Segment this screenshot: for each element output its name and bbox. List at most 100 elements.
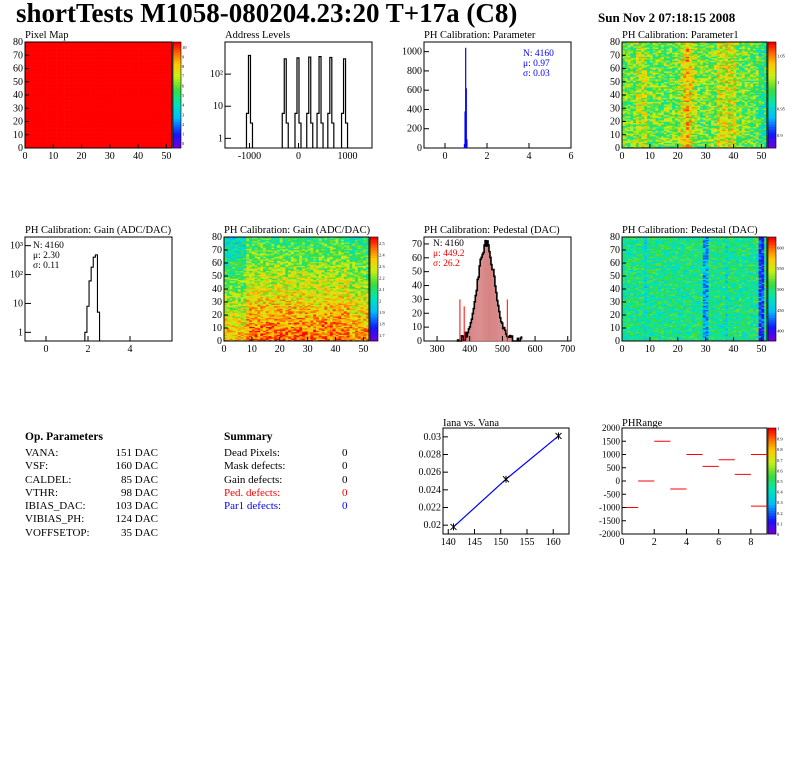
palette-cell <box>768 481 776 484</box>
palette-cell <box>768 317 776 321</box>
tick-label: 4 <box>527 151 532 162</box>
palette-label: 0.7 <box>777 458 783 463</box>
palette-cell <box>768 320 776 324</box>
palette-label: 1 <box>777 426 779 431</box>
palette-cell <box>173 68 181 72</box>
palette-cell <box>768 97 776 101</box>
histogram-bin <box>465 47 467 149</box>
tick-label: 30 <box>105 151 115 162</box>
tick-label: 30 <box>303 344 313 355</box>
tick-label: 80 <box>212 232 222 243</box>
palette-cell <box>370 239 378 243</box>
palette-cell <box>768 81 776 85</box>
palette-cell <box>768 494 776 498</box>
op-parameter-name: VANA: <box>25 447 59 459</box>
stats-line: σ: 26.2 <box>433 259 460 269</box>
palette-label: 7 <box>182 74 185 79</box>
palette-cell <box>768 338 776 342</box>
histogram-line <box>456 239 523 342</box>
palette-cell <box>768 520 776 524</box>
op-parameters-heading: Op. Parameters <box>25 431 103 443</box>
chart-title: PH Calibration: Pedestal (DAC) <box>424 225 560 236</box>
tick-label: -1500 <box>599 516 620 526</box>
palette-frame <box>767 427 777 535</box>
palette-cell <box>768 302 776 305</box>
palette-cell <box>768 110 776 114</box>
palette-cell <box>173 121 181 125</box>
palette-cell <box>173 71 181 75</box>
palette-cell <box>370 317 378 321</box>
chart-title: PHRange <box>622 418 663 429</box>
tick-label: 10 <box>610 323 620 334</box>
palette-cell <box>768 255 776 259</box>
palette-cell <box>768 473 776 476</box>
tick-label: -1000 <box>599 503 620 513</box>
tick-label: 10 <box>212 323 222 334</box>
tick-label: 10 <box>13 130 23 141</box>
palette-cell <box>173 126 181 130</box>
tick-label: 60 <box>412 253 422 264</box>
tick-label: 10 <box>645 151 655 162</box>
palette-cell <box>370 299 378 303</box>
palette-label: 0.5 <box>777 479 783 484</box>
palette-cell <box>370 247 378 251</box>
palette-cell <box>768 84 776 88</box>
palette-cell <box>173 102 181 106</box>
palette-label: 1.05 <box>777 53 786 58</box>
tick-label: 0 <box>296 151 301 162</box>
summary-value: 0 <box>342 447 348 459</box>
palette-cell <box>370 335 378 339</box>
tick-label: 10 <box>645 344 655 355</box>
op-parameter-row: CALDEL: 85 DAC <box>25 474 205 487</box>
op-parameter-name: VSF: <box>25 460 49 473</box>
palette-cell <box>768 478 776 482</box>
stats-line: N: 4160 <box>523 49 554 59</box>
tick-label: 20 <box>212 310 222 321</box>
op-parameter-row: VOFFSETOP: 35 DAC <box>25 527 205 540</box>
palette-cell <box>768 309 776 313</box>
palette-cell <box>768 467 776 471</box>
palette-cell <box>370 255 378 259</box>
tick-label: 30 <box>412 294 422 305</box>
palette-cell <box>768 134 776 138</box>
palette-label: 2.2 <box>379 275 385 280</box>
palette-cell <box>768 491 776 495</box>
op-parameter-value: 103 DAC <box>115 500 158 513</box>
palette-cell <box>768 42 776 45</box>
op-parameters-table: Op. Parameters VANA: 151 DAC VSF: 160 DAC CA… <box>25 431 205 540</box>
palette-label: 0.9 <box>777 437 783 442</box>
histogram-bin <box>466 139 468 148</box>
palette-cell <box>370 260 378 264</box>
op-parameter-value: 151 DAC <box>115 447 158 459</box>
palette-cell <box>768 289 776 292</box>
tick-label: 20 <box>13 117 23 128</box>
palette-cell <box>768 239 776 243</box>
summary-name: Gain defects: <box>224 473 283 486</box>
palette-cell <box>173 97 181 101</box>
palette-cell <box>370 302 378 305</box>
tick-label: 0 <box>23 151 28 162</box>
palette-cell <box>768 57 776 61</box>
palette-cell <box>768 126 776 130</box>
palette-cell <box>768 515 776 519</box>
tick-label: 700 <box>560 344 575 355</box>
palette-cell <box>768 433 776 437</box>
palette-label: 2.5 <box>379 241 385 246</box>
palette-cell <box>768 307 776 311</box>
tick-label: 1000 <box>602 450 621 460</box>
palette-cell <box>768 71 776 75</box>
tick-label: 50 <box>610 271 620 282</box>
palette-cell <box>768 510 776 514</box>
palette-cell <box>768 47 776 51</box>
chart-title: Iana vs. Vana <box>443 418 499 429</box>
palette-cell <box>768 92 776 96</box>
palette-cell <box>768 257 776 261</box>
tick-label: 50 <box>13 77 23 88</box>
palette-cell <box>768 462 776 466</box>
palette-cell <box>173 47 181 51</box>
tick-label: 10² <box>10 270 23 281</box>
tick-label: 0 <box>615 336 620 347</box>
data-point <box>502 475 510 483</box>
palette-cell <box>370 296 378 300</box>
palette-cell <box>173 134 181 138</box>
